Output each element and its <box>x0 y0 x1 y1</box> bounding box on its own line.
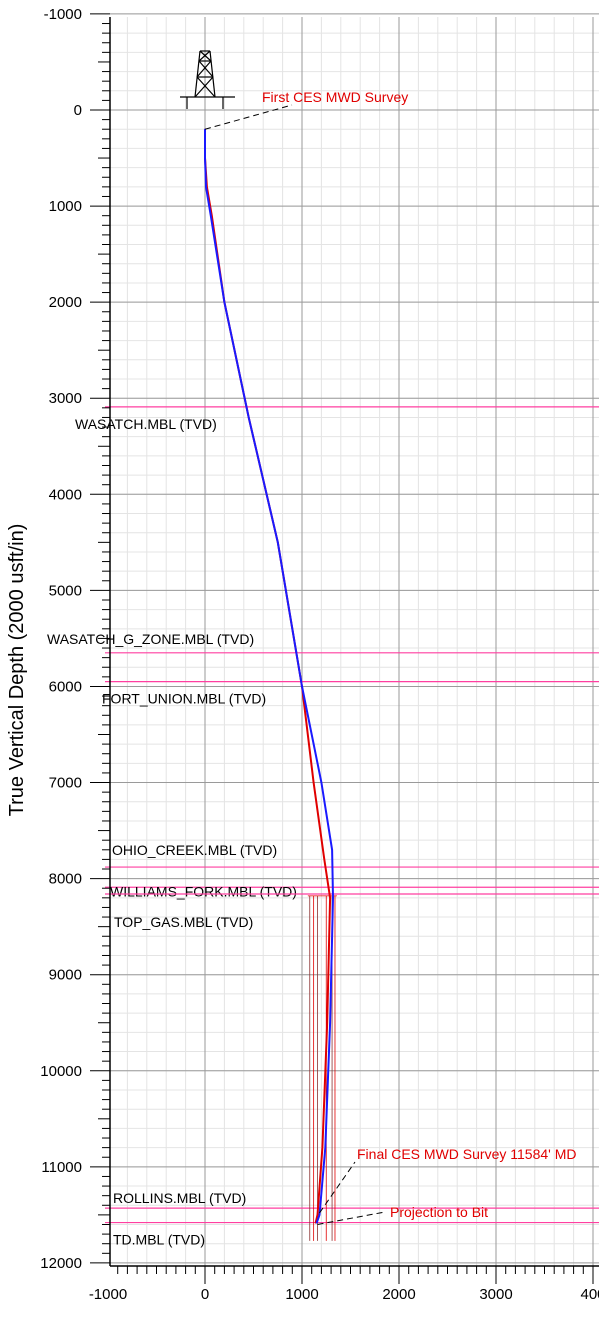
annotation-leader <box>317 1211 386 1225</box>
rig-strut <box>194 76 214 98</box>
annotations: First CES MWD Survey Final CES MWD Survey… <box>204 89 576 1225</box>
series-point <box>324 1147 326 1149</box>
y-tick-label: 10000 <box>40 1063 82 1080</box>
y-tick-label: 3000 <box>49 390 82 407</box>
y-tick-label: 0 <box>74 102 82 119</box>
x-tick-label: -1000 <box>89 1286 127 1303</box>
y-tick-label: 12000 <box>40 1255 82 1272</box>
series-point <box>316 1214 319 1216</box>
formation-label: OHIO_CREEK.MBL (TVD) <box>112 842 277 858</box>
y-tick-label: 8000 <box>49 871 82 888</box>
x-tick-label: 3000 <box>479 1286 512 1303</box>
major-grid <box>110 13 599 1266</box>
series-point <box>313 781 315 784</box>
rig-strut <box>194 50 201 98</box>
rig-strut <box>196 76 216 98</box>
annotation-projection: Projection to Bit <box>390 1204 488 1220</box>
series-point <box>210 215 212 217</box>
formation-label: WILLIAMS_FORK.MBL (TVD) <box>110 883 297 899</box>
rig-strut <box>196 60 212 78</box>
formation-label: WASATCH_G_ZONE.MBL (TVD) <box>47 631 254 647</box>
drilling-rig-icon <box>180 50 235 109</box>
series-point <box>301 685 303 688</box>
rig-strut <box>198 60 214 78</box>
series-point <box>329 1022 331 1024</box>
y-tick-label: 6000 <box>49 678 82 695</box>
formation-label: ROLLINS.MBL (TVD) <box>113 1190 246 1206</box>
series-point <box>321 1147 323 1149</box>
y-tick-label: 9000 <box>49 967 82 984</box>
x-tick-label: 1000 <box>285 1286 318 1303</box>
formation-label: TOP_GAS.MBL (TVD) <box>114 914 253 930</box>
rig-strut <box>198 50 211 62</box>
series-point <box>248 416 250 419</box>
axes: -100001000200030004000500060007000800090… <box>40 6 599 1303</box>
y-tick-label: 7000 <box>49 775 82 792</box>
x-tick-label: 2000 <box>382 1286 415 1303</box>
y-tick-label: 1000 <box>49 198 82 215</box>
rig-strut <box>209 50 216 98</box>
rig-strut <box>199 50 212 62</box>
y-tick-label: -1000 <box>44 6 82 23</box>
series-point <box>326 1022 328 1024</box>
series-point <box>323 858 325 861</box>
y-tick-label: 11000 <box>41 1159 82 1176</box>
formation-label: WASATCH.MBL (TVD) <box>75 416 217 432</box>
formation-label: TD.MBL (TVD) <box>113 1232 205 1248</box>
series-point <box>331 849 333 851</box>
series-point <box>318 1214 321 1216</box>
y-tick-label: 2000 <box>49 294 82 311</box>
series-point <box>315 1222 318 1224</box>
annotation-leader <box>319 1161 356 1214</box>
annotation-first-survey: First CES MWD Survey <box>262 89 408 105</box>
y-tick-label: 5000 <box>49 582 82 599</box>
series-point <box>277 541 279 543</box>
series-point <box>204 157 206 159</box>
x-tick-label: 400 <box>580 1286 599 1303</box>
annotation-leader <box>204 104 293 130</box>
series-point <box>332 897 334 899</box>
annotation-final-survey: Final CES MWD Survey 11584' MD <box>357 1146 576 1162</box>
series-point <box>320 781 322 784</box>
series-point <box>329 897 331 899</box>
series-point <box>223 301 225 303</box>
x-tick-label: 0 <box>201 1286 209 1303</box>
y-tick-label: 4000 <box>49 486 82 503</box>
well-paths <box>204 128 334 1224</box>
formation-label: FORT_UNION.MBL (TVD) <box>102 691 266 707</box>
series-point <box>205 186 207 188</box>
y-axis-title: True Vertical Depth (2000 usft/in) <box>6 524 28 817</box>
